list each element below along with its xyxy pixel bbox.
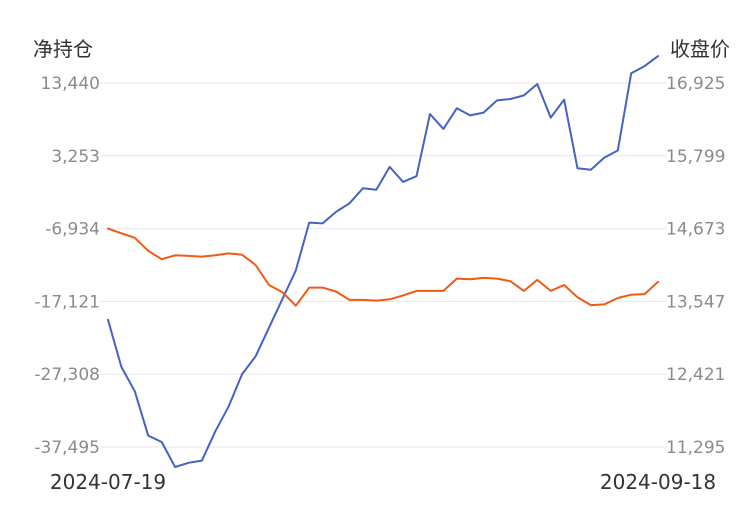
x-axis-end-label: 2024-09-18 bbox=[600, 470, 716, 494]
left-axis-title: 净持仓 bbox=[33, 37, 93, 61]
right-tick-label: 14,673 bbox=[666, 220, 725, 240]
left-tick-label: 13,440 bbox=[41, 74, 100, 94]
net_position-line bbox=[107, 55, 659, 468]
left-tick-label: -37,495 bbox=[34, 438, 100, 458]
left-tick-label: 3,253 bbox=[51, 147, 100, 167]
close_price-line bbox=[107, 227, 659, 307]
right-tick-label: 11,295 bbox=[666, 438, 725, 458]
right-tick-label: 13,547 bbox=[666, 292, 725, 312]
x-axis-start-label: 2024-07-19 bbox=[50, 470, 166, 494]
series-lines bbox=[107, 55, 659, 468]
right-tick-label: 15,799 bbox=[666, 147, 725, 167]
left-tick-label: -6,934 bbox=[45, 220, 100, 240]
gridlines bbox=[100, 82, 666, 448]
left-tick-label: -17,121 bbox=[34, 292, 100, 312]
right-axis-ticks: 16,925 15,799 14,673 13,547 12,421 11,295 bbox=[666, 74, 725, 458]
right-tick-label: 16,925 bbox=[666, 74, 725, 94]
right-tick-label: 12,421 bbox=[666, 365, 725, 385]
left-tick-label: -27,308 bbox=[34, 365, 100, 385]
right-axis-title: 收盘价 bbox=[670, 37, 730, 61]
left-axis-ticks: 13,440 3,253 -6,934 -17,121 -27,308 -37,495 bbox=[34, 74, 100, 458]
